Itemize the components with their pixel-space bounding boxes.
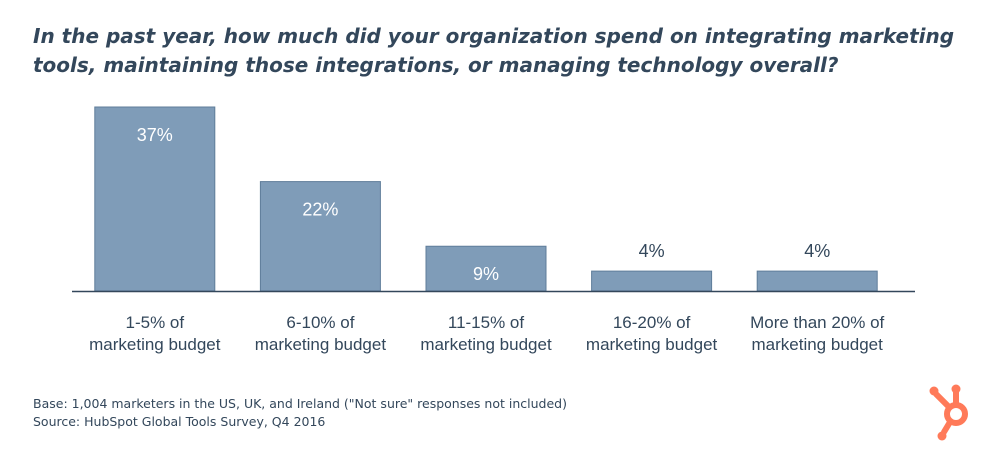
data-label-3: 9%	[473, 264, 499, 284]
bar-4	[591, 270, 713, 292]
hubspot-sprocket-icon	[929, 384, 968, 441]
bar-3	[425, 245, 547, 292]
category-label-5: More than 20% of marketing budget	[750, 313, 884, 354]
base-footnote: Base: 1,004 marketers in the US, UK, and…	[33, 396, 567, 411]
source-footnote: Source: HubSpot Global Tools Survey, Q4 …	[33, 414, 326, 429]
bar-5	[756, 270, 878, 292]
bar-chart: 37% 1-5% of marketing budget 22% 6-10% of mar…	[72, 106, 915, 354]
data-label-2: 22%	[302, 200, 338, 220]
category-label-1: 1-5% of marketing budget	[89, 313, 221, 354]
category-label-3: 11-15% of marketing budget	[420, 313, 552, 354]
category-label-2: 6-10% of marketing budget	[255, 313, 387, 354]
data-label-1: 37%	[137, 125, 173, 145]
category-label-4: 16-20% of marketing budget	[586, 313, 718, 354]
chart-title: In the past year, how much did your orga…	[33, 24, 955, 77]
bar-2	[259, 181, 381, 292]
data-label-4: 4%	[639, 241, 665, 261]
data-label-5: 4%	[804, 241, 830, 261]
